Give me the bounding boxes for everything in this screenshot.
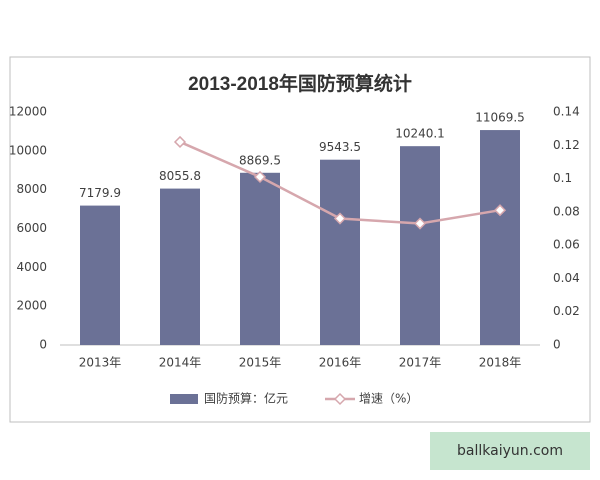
bar [240, 172, 280, 345]
value-label: 8055.8 [159, 169, 201, 183]
legend-marker [333, 392, 347, 406]
y2-tick-label: 0.06 [553, 238, 580, 252]
y2-tick-label: 0.1 [553, 171, 572, 185]
line-marker [253, 170, 267, 183]
y2-tick-label: 0.08 [553, 204, 580, 218]
x-tick-label: 2016年 [319, 356, 362, 370]
watermark: ballkaiyun.com [457, 443, 563, 459]
value-label: 8869.5 [239, 153, 281, 167]
x-tick-label: 2018年 [479, 356, 522, 370]
y-tick-label: 12000 [9, 105, 47, 119]
line-marker [413, 217, 427, 230]
x-tick-label: 2015年 [239, 356, 282, 370]
x-tick-label: 2014年 [159, 356, 202, 370]
line-marker [333, 212, 347, 225]
bar [80, 205, 120, 345]
y-tick-label: 2000 [16, 299, 47, 313]
legend-label: 增速（%） [359, 392, 418, 406]
y-tick-label: 4000 [16, 260, 47, 274]
watermark-box [430, 432, 590, 470]
value-label: 10240.1 [395, 127, 445, 141]
legend-label: 国防预算：亿元 [204, 391, 288, 406]
y-tick-label: 8000 [16, 182, 47, 196]
line-marker [493, 204, 507, 217]
value-label: 9543.5 [319, 140, 361, 154]
y-tick-label: 10000 [9, 143, 47, 157]
value-label: 11069.5 [475, 111, 525, 125]
bar [400, 146, 440, 345]
y2-tick-label: 0 [553, 338, 561, 352]
x-tick-label: 2017年 [399, 356, 442, 370]
bar [160, 188, 200, 345]
y2-tick-label: 0.02 [553, 304, 580, 318]
legend-swatch [170, 394, 198, 404]
bar [480, 130, 520, 345]
y-tick-label: 0 [39, 338, 47, 352]
y2-tick-label: 0.12 [553, 138, 580, 152]
bar [320, 159, 360, 345]
value-label: 7179.9 [79, 186, 121, 200]
chart-title: 2013-2018年国防预算统计 [188, 72, 412, 95]
x-tick-label: 2013年 [79, 356, 122, 370]
y2-tick-label: 0.14 [553, 105, 580, 119]
y2-tick-label: 0.04 [553, 271, 580, 285]
y-tick-label: 6000 [16, 221, 47, 235]
line-marker [173, 135, 187, 149]
